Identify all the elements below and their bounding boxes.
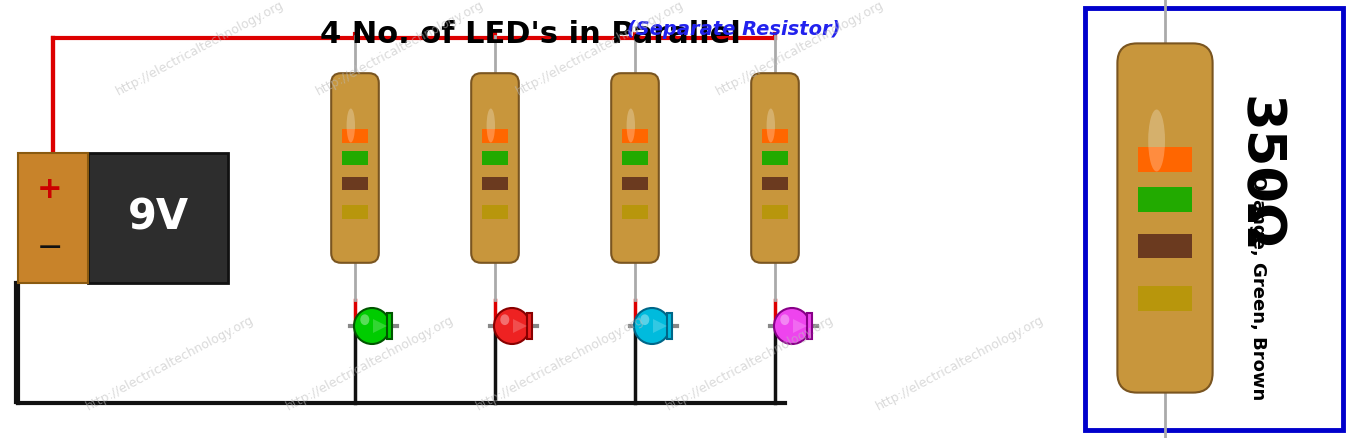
Bar <box>762 151 789 165</box>
FancyBboxPatch shape <box>331 73 379 263</box>
Polygon shape <box>513 319 528 333</box>
FancyBboxPatch shape <box>751 73 798 263</box>
Bar <box>1138 147 1192 172</box>
Bar <box>1138 286 1192 311</box>
Bar <box>762 177 789 190</box>
Bar <box>342 151 368 165</box>
FancyBboxPatch shape <box>612 73 659 263</box>
Bar <box>528 314 532 339</box>
Bar <box>621 151 648 165</box>
Text: http://electricaltechnology.org: http://electricaltechnology.org <box>84 313 256 413</box>
Bar <box>342 205 368 219</box>
Polygon shape <box>793 319 806 333</box>
Bar <box>342 177 368 190</box>
Bar <box>482 151 509 165</box>
FancyBboxPatch shape <box>1118 43 1212 392</box>
Bar <box>621 129 648 142</box>
Text: http://electricaltechnology.org: http://electricaltechnology.org <box>664 313 836 413</box>
Circle shape <box>635 308 670 344</box>
Circle shape <box>354 308 390 344</box>
Ellipse shape <box>626 109 635 142</box>
Ellipse shape <box>1149 110 1165 172</box>
Bar <box>621 205 648 219</box>
Circle shape <box>494 308 530 344</box>
Bar <box>762 205 789 219</box>
Ellipse shape <box>781 314 789 325</box>
Ellipse shape <box>640 314 649 325</box>
Circle shape <box>774 308 810 344</box>
Text: —: — <box>38 237 61 257</box>
Bar <box>806 314 812 339</box>
Bar <box>1138 187 1192 212</box>
Text: Orange, Green, Brown: Orange, Green, Brown <box>1249 175 1266 401</box>
FancyBboxPatch shape <box>471 73 518 263</box>
Bar <box>1138 233 1192 258</box>
Text: http://electricaltechnology.org: http://electricaltechnology.org <box>714 0 886 98</box>
Text: +: + <box>37 175 62 204</box>
Bar <box>621 177 648 190</box>
Text: http://electricaltechnology.org: http://electricaltechnology.org <box>114 0 285 98</box>
Text: 9V: 9V <box>127 197 188 239</box>
Text: (Separate Resistor): (Separate Resistor) <box>620 20 840 39</box>
Bar <box>482 205 509 219</box>
Text: 350Ω: 350Ω <box>1231 95 1284 251</box>
Ellipse shape <box>487 109 495 142</box>
Text: http://electricaltechnology.org: http://electricaltechnology.org <box>874 313 1046 413</box>
Text: http://electricaltechnology.org: http://electricaltechnology.org <box>514 0 686 98</box>
Ellipse shape <box>767 109 775 142</box>
Text: http://electricaltechnology.org: http://electricaltechnology.org <box>474 313 647 413</box>
Text: 4 No. of LED's in Parallel: 4 No. of LED's in Parallel <box>319 20 740 49</box>
Polygon shape <box>373 319 387 333</box>
Bar <box>762 129 789 142</box>
Bar <box>18 153 88 283</box>
Bar <box>482 177 509 190</box>
Bar <box>1085 8 1344 430</box>
Ellipse shape <box>346 109 354 142</box>
Bar <box>667 314 672 339</box>
Bar <box>88 153 229 283</box>
Ellipse shape <box>360 314 369 325</box>
Bar <box>342 129 368 142</box>
Bar <box>482 129 509 142</box>
Bar <box>387 314 392 339</box>
Text: http://electricaltechnology.org: http://electricaltechnology.org <box>314 0 486 98</box>
Ellipse shape <box>501 314 509 325</box>
Polygon shape <box>653 319 667 333</box>
Text: http://electricaltechnology.org: http://electricaltechnology.org <box>284 313 456 413</box>
